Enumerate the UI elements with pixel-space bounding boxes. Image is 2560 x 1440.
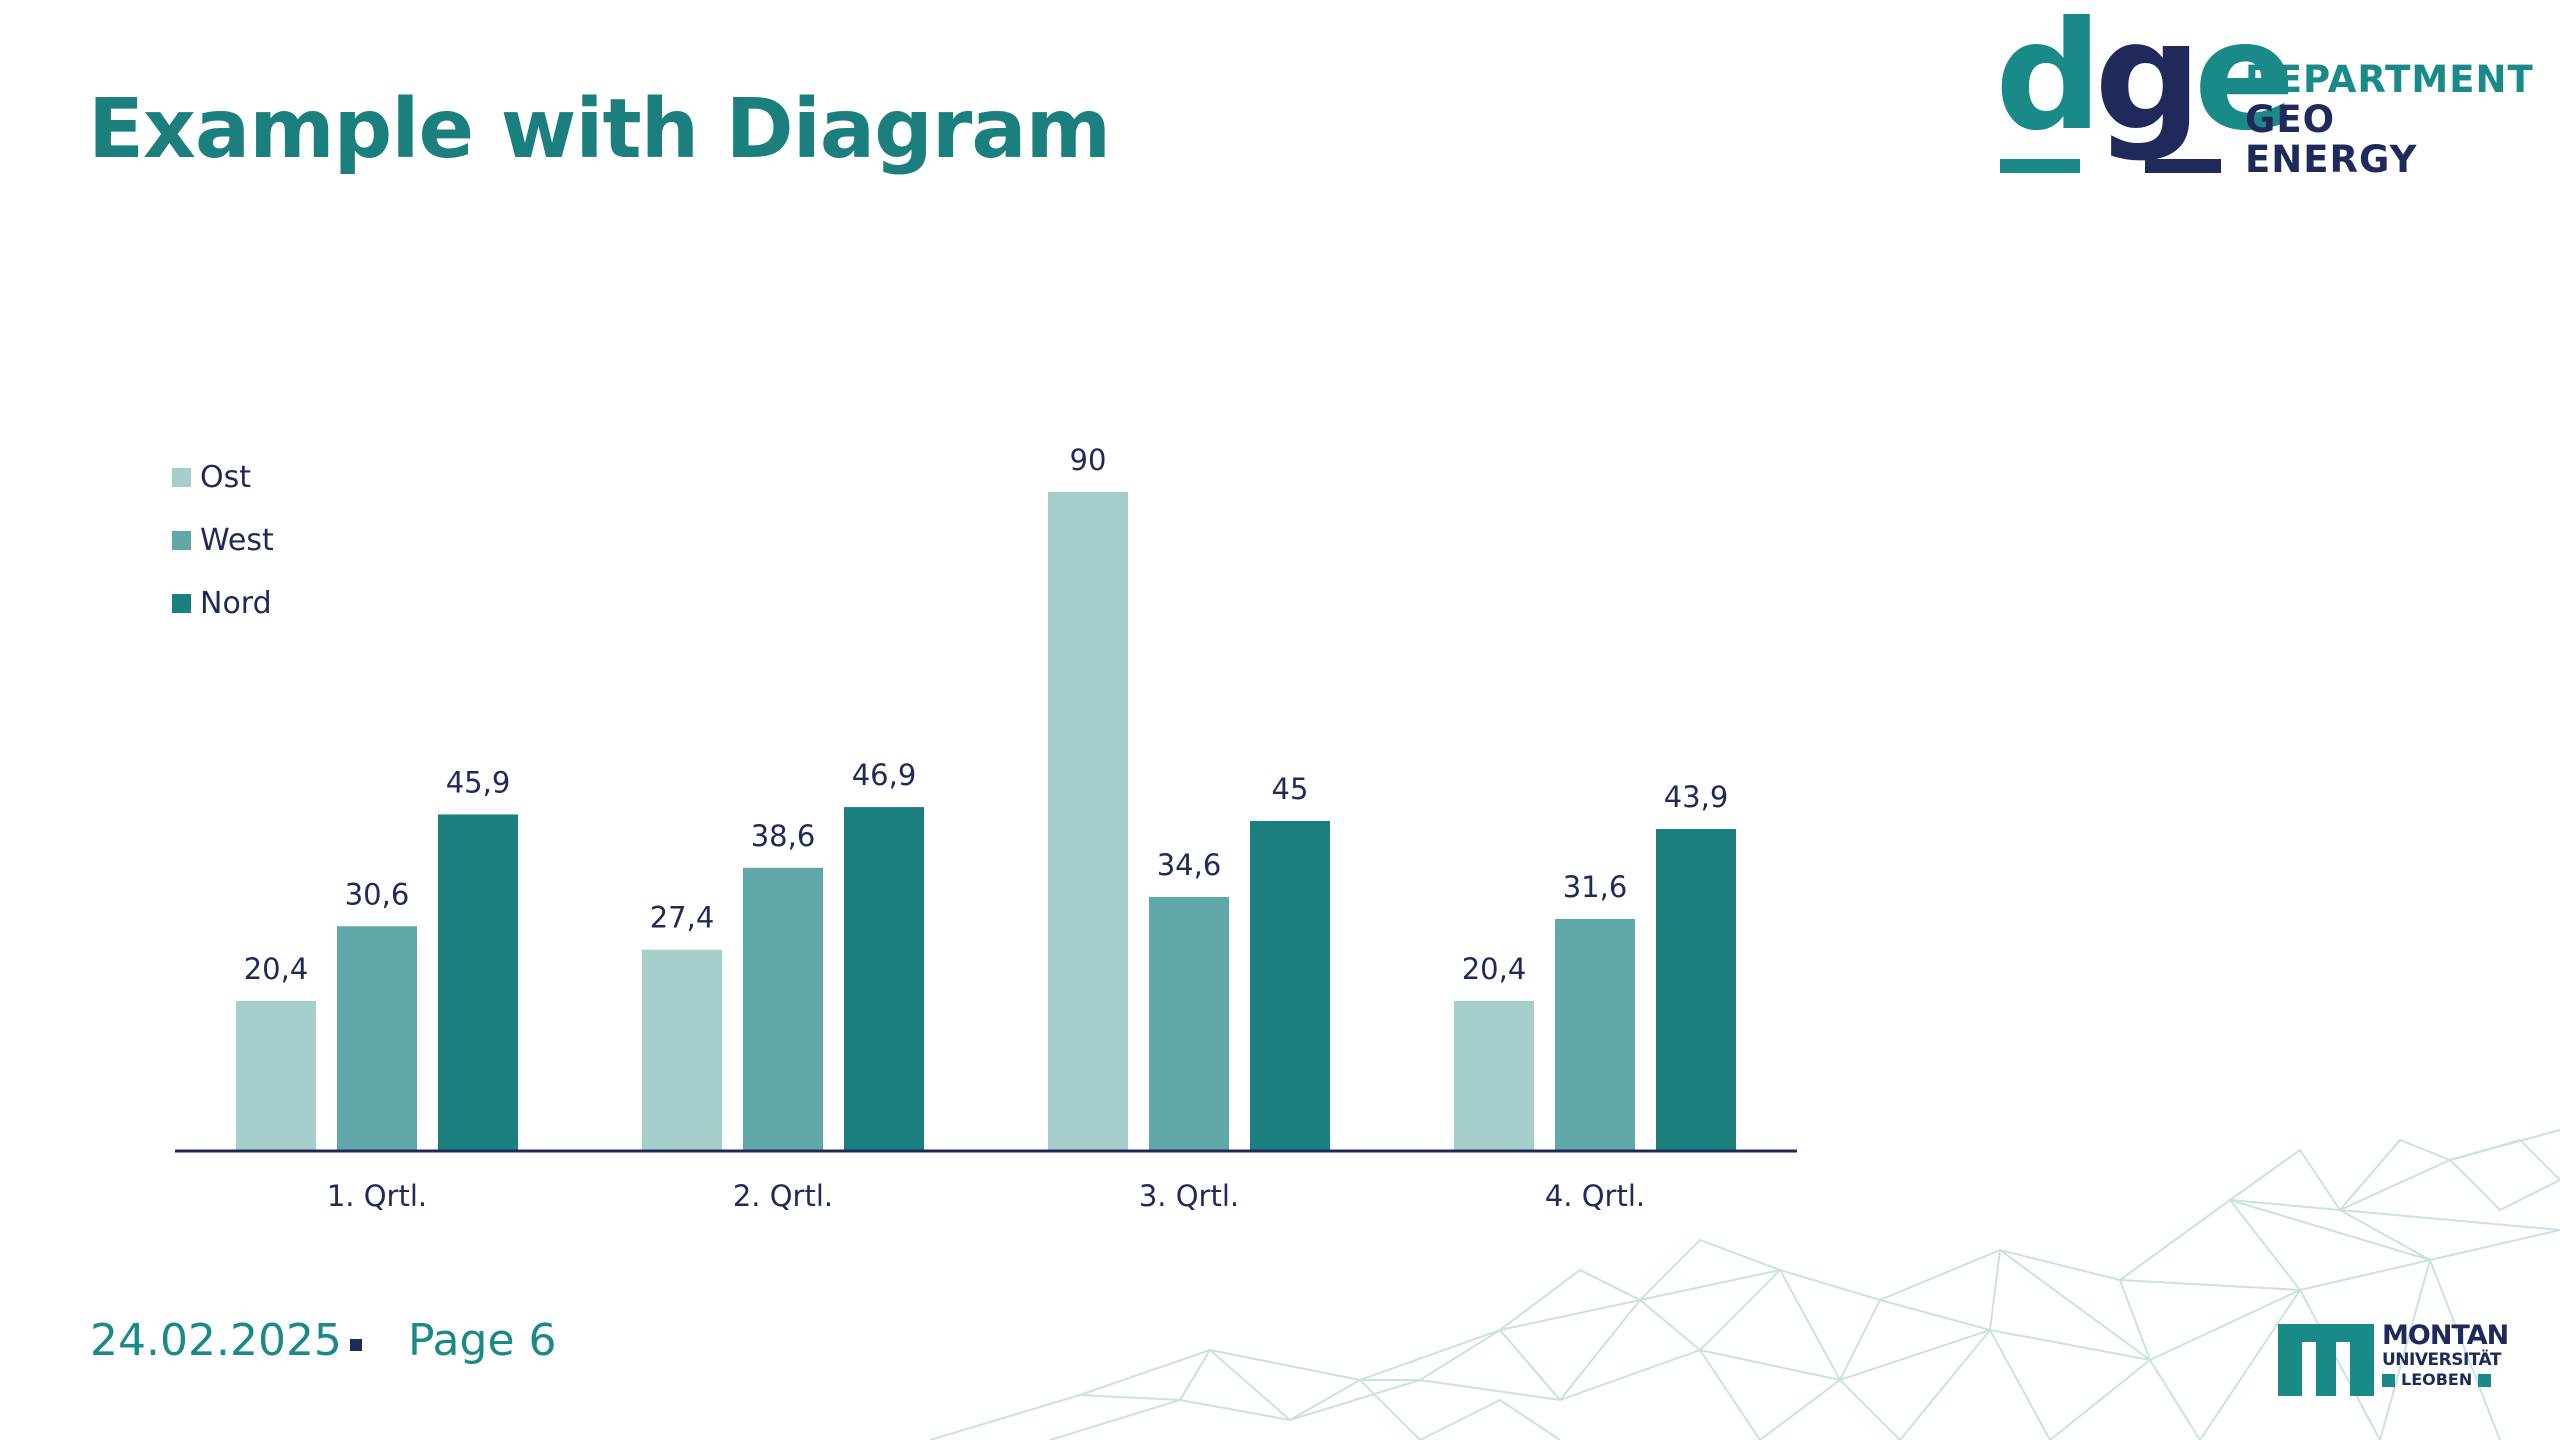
bar-nord-3 bbox=[1250, 821, 1330, 1150]
mul-m-mark bbox=[2278, 1324, 2374, 1396]
data-label-ost-1: 20,4 bbox=[244, 952, 309, 986]
bar-west-1 bbox=[337, 926, 417, 1150]
dge-letter-d: d bbox=[1995, 0, 2102, 164]
bar-ost-1 bbox=[236, 1000, 316, 1150]
dge-logo-letters: dge bbox=[1995, 2, 2295, 152]
mul-logo-text: MONTAN UNIVERSITÄT LEOBEN bbox=[2382, 1320, 2509, 1388]
data-label-west-1: 30,6 bbox=[345, 877, 410, 911]
dge-logo: dge DEPARTMENT GEO ENERGY bbox=[1995, 2, 2533, 188]
dge-line-geo: GEO bbox=[2245, 98, 2336, 141]
bar-nord-2 bbox=[844, 807, 924, 1150]
data-label-west-3: 34,6 bbox=[1157, 848, 1222, 882]
bar-nord-1 bbox=[438, 814, 518, 1150]
bar-west-3 bbox=[1149, 897, 1229, 1150]
legend-label-west: West bbox=[200, 523, 274, 558]
montanuniversitaet-logo: MONTAN UNIVERSITÄT LEOBEN bbox=[2278, 1320, 2509, 1398]
data-label-nord-4: 43,9 bbox=[1664, 780, 1729, 814]
mul-leoben-label: LEOBEN bbox=[2401, 1370, 2473, 1389]
legend-swatch-ost bbox=[172, 468, 191, 487]
x-tick-label-2: 2. Qrtl. bbox=[733, 1179, 833, 1213]
bar-west-2 bbox=[743, 867, 823, 1150]
data-label-nord-2: 46,9 bbox=[852, 758, 917, 792]
mul-line-universitaet: UNIVERSITÄT bbox=[2382, 1350, 2502, 1370]
bar-nord-4 bbox=[1656, 829, 1736, 1150]
bar-ost-4 bbox=[1454, 1000, 1534, 1150]
legend-swatch-west bbox=[172, 531, 191, 550]
x-tick-label-3: 3. Qrtl. bbox=[1139, 1179, 1239, 1213]
dge-line-energy: ENERGY bbox=[2245, 138, 2418, 181]
legend-swatch-nord bbox=[172, 594, 191, 613]
x-tick-label-4: 4. Qrtl. bbox=[1545, 1179, 1645, 1213]
mul-line-montan: MONTAN bbox=[2382, 1320, 2509, 1351]
dge-line-department: DEPARTMENT bbox=[2245, 58, 2534, 101]
data-label-west-4: 31,6 bbox=[1563, 870, 1628, 904]
footer-separator bbox=[350, 1339, 362, 1351]
bar-ost-2 bbox=[642, 949, 722, 1150]
dge-logo-text: DEPARTMENT GEO ENERGY bbox=[2245, 60, 2534, 180]
bar-west-4 bbox=[1555, 918, 1635, 1150]
x-tick-label-1: 1. Qrtl. bbox=[327, 1179, 427, 1213]
data-label-ost-4: 20,4 bbox=[1462, 952, 1527, 986]
dge-underline-teal bbox=[2000, 159, 2080, 173]
dge-letter-g: g bbox=[2094, 0, 2201, 164]
data-label-nord-3: 45 bbox=[1272, 772, 1309, 806]
data-label-ost-3: 90 bbox=[1070, 443, 1107, 477]
footer-page-number: Page 6 bbox=[408, 1315, 557, 1366]
data-label-nord-1: 45,9 bbox=[446, 765, 511, 799]
dge-underline-navy bbox=[2145, 159, 2221, 173]
data-label-ost-2: 27,4 bbox=[650, 901, 715, 935]
bar-ost-3 bbox=[1048, 492, 1128, 1150]
mul-line-leoben: LEOBEN bbox=[2382, 1372, 2508, 1388]
footer-date: 24.02.2025 bbox=[90, 1315, 342, 1366]
slide-title: Example with Diagram bbox=[88, 82, 1111, 177]
data-label-west-2: 38,6 bbox=[751, 819, 816, 853]
legend-label-nord: Nord bbox=[200, 586, 272, 621]
dge-letter-e: e bbox=[2193, 0, 2296, 164]
legend-label-ost: Ost bbox=[200, 460, 251, 495]
